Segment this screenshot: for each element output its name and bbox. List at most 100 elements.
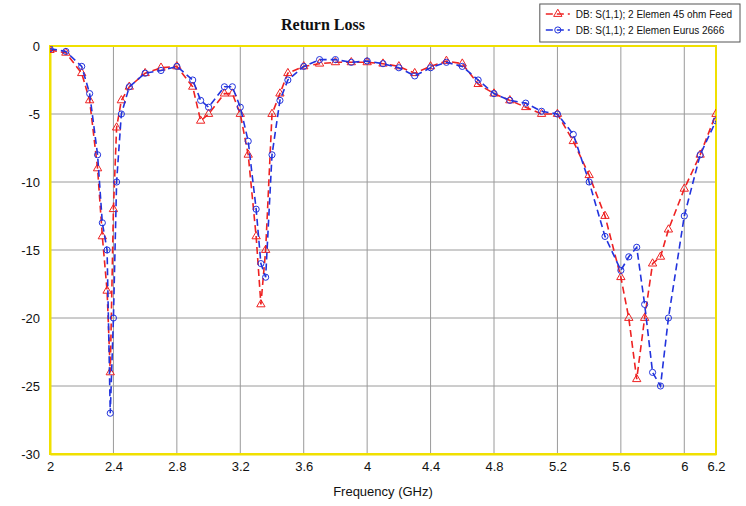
x-tick-label: 2.4 [105,459,123,474]
series-marker [523,100,529,106]
series-marker [244,150,252,157]
series-marker [490,89,498,96]
series-marker [114,179,120,185]
series-marker [681,213,687,219]
legend-marker [555,27,561,33]
x-axis-title: Frequency (GHz) [333,484,433,499]
series-marker [158,67,164,73]
series-marker [126,84,132,90]
series-marker [284,68,292,75]
series-marker [142,70,148,76]
y-tick-label: -5 [28,107,40,122]
series-marker [665,315,671,321]
series-marker [316,57,322,63]
plot: 22.42.83.23.644.44.85.25.666.2-30-25-20-… [21,39,725,475]
series-marker [285,77,291,83]
x-axis-line [51,454,717,456]
y-tick-label: -15 [21,243,40,258]
y-tick-label: -25 [21,379,40,394]
series-marker [618,267,624,273]
x-tick-label: 5.6 [612,459,630,474]
series-marker [347,58,355,65]
series-marker [257,300,265,307]
y-tick: -25 [21,379,50,394]
series-marker [379,59,387,66]
series-marker [570,131,576,137]
series-marker [364,58,370,64]
series-marker [332,57,338,63]
x-tick: 6.2 [707,454,725,474]
series-marker [237,104,243,110]
series-marker [459,63,465,69]
x-tick-label: 4.4 [422,459,440,474]
x-tick-label: 4.8 [485,459,503,474]
y-tick-label: -30 [21,447,40,462]
series-marker [626,254,632,260]
x-tick: 2 [47,454,54,474]
series-marker [269,152,275,158]
x-tick-label: 2.8 [168,459,186,474]
series-marker [657,383,663,389]
series-marker [87,91,93,97]
y-tick: -30 [21,447,50,462]
series-marker [245,138,251,144]
series-marker [697,152,703,158]
series-marker [649,369,655,375]
series-marker [205,104,211,110]
series-marker [125,82,133,89]
series-marker [412,73,418,79]
grid-line-y [50,114,716,115]
grid-line-y [50,182,716,183]
title: Return Loss [281,16,365,33]
series-marker [642,301,648,307]
legend: DB: S(1,1); 2 Elemen 45 ohm FeedDB: S(1,… [540,4,740,42]
background [0,0,746,506]
legend-box [540,4,740,42]
series-marker [680,184,688,191]
x-tick-label: 2 [47,459,54,474]
x-tick-label: 6 [681,459,688,474]
series-marker [221,84,227,90]
x-tick-label: 5.2 [549,459,567,474]
legend-marker [554,9,562,16]
series-marker [648,259,656,266]
x-tick-label: 4 [364,459,371,474]
grid-line-y [50,318,716,319]
series-marker [712,109,716,116]
y-tick-label: -10 [21,175,40,190]
series-marker [554,111,560,117]
series-marker [634,244,640,250]
series-marker [553,109,561,116]
y-tick: -20 [21,311,50,326]
series-marker [104,247,110,253]
series-marker [300,62,308,69]
series-marker [713,118,716,124]
series-marker [99,220,105,226]
legend-label: DB: S(1,1); 2 Elemen 45 ohm Feed [576,9,732,20]
series-marker [625,313,633,320]
x-tick-label: 3.2 [232,459,250,474]
grid-line-y [50,250,716,251]
series-marker [63,48,69,54]
x-tick: 5.6 [612,454,630,474]
y-axis-line [50,47,52,455]
grid-line-x [50,46,51,454]
series-marker [253,206,259,212]
series-marker [640,313,648,320]
series-marker [380,61,386,67]
plot-frame [50,46,716,454]
series-line [50,50,716,379]
y-tick: -15 [21,243,50,258]
series-marker [263,274,269,280]
legend-line [546,13,570,15]
series-marker [586,179,592,185]
y-tick-label: -20 [21,311,40,326]
series-marker [664,225,672,232]
series-marker [656,252,664,259]
series-marker [94,152,100,158]
series-marker [601,211,609,218]
x-tick: 3.2 [232,454,250,474]
series-marker [107,410,113,416]
series-marker [491,91,497,97]
series-marker [538,108,544,114]
